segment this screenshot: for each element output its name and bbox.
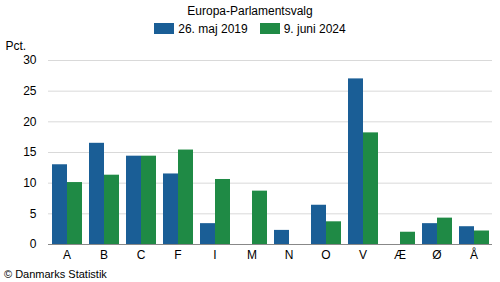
- svg-text:5: 5: [30, 207, 37, 221]
- svg-text:10: 10: [23, 176, 37, 190]
- svg-text:O: O: [321, 248, 330, 262]
- svg-text:F: F: [174, 248, 181, 262]
- svg-text:20: 20: [23, 115, 37, 129]
- svg-text:30: 30: [23, 53, 37, 67]
- svg-text:25: 25: [23, 84, 37, 98]
- svg-text:A: A: [63, 248, 71, 262]
- svg-text:Å: Å: [470, 247, 478, 262]
- html-text:© Danmarks Statistik: © Danmarks Statistik: [4, 268, 107, 280]
- svg-text:C: C: [137, 248, 146, 262]
- svg-text:0: 0: [30, 237, 37, 251]
- html-text:Europa-Parlamentsvalg: Europa-Parlamentsvalg: [187, 4, 313, 18]
- svg-text:B: B: [100, 248, 108, 262]
- html-text:26. maj 2019: 26. maj 2019: [178, 22, 248, 36]
- svg-text:V: V: [359, 248, 367, 262]
- html-text:9. juni 2024: 9. juni 2024: [283, 22, 346, 36]
- svg-text:M: M: [247, 248, 257, 262]
- svg-text:Pct.: Pct.: [6, 39, 27, 53]
- svg-text:I: I: [213, 248, 216, 262]
- svg-text:Æ: Æ: [394, 248, 406, 262]
- svg-text:Ø: Ø: [432, 248, 441, 262]
- svg-text:15: 15: [23, 145, 37, 159]
- svg-text:N: N: [285, 248, 294, 262]
